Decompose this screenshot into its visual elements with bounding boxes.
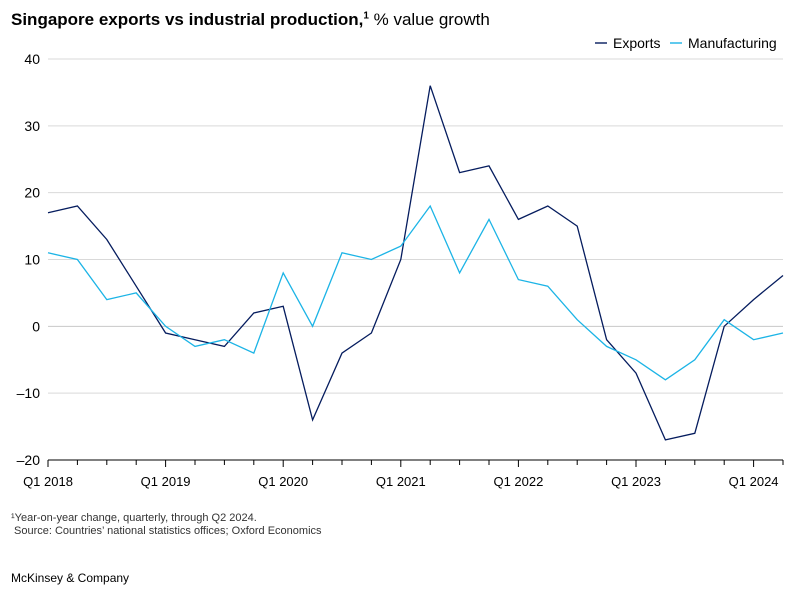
series-line-manufacturing — [47, 204, 784, 381]
legend-label-exports: Exports — [613, 35, 660, 51]
chart-title-main: Singapore exports vs industrial producti… — [11, 10, 364, 29]
footnote-note: ¹Year-on-year change, quarterly, through… — [11, 512, 257, 524]
footnote-source: Source: Countries’ national statistics o… — [14, 525, 322, 537]
x-tick-label: Q1 2022 — [493, 474, 543, 489]
chart-subtitle: % value growth — [368, 10, 490, 29]
y-tick-label: 30 — [24, 118, 40, 134]
x-tick-label: Q1 2020 — [258, 474, 308, 489]
y-tick-label: –20 — [17, 452, 41, 468]
x-tick-label: Q1 2021 — [376, 474, 426, 489]
brand-name: McKinsey & Company — [11, 571, 130, 585]
y-tick-label: 0 — [32, 318, 40, 334]
y-tick-label: 40 — [24, 51, 40, 67]
legend-label-manufacturing: Manufacturing — [688, 35, 777, 51]
footnote: ¹Year-on-year change, quarterly, through… — [11, 512, 322, 538]
series-line-exports — [47, 85, 784, 441]
x-tick-label: Q1 2023 — [611, 474, 661, 489]
chart-title: Singapore exports vs industrial producti… — [11, 10, 490, 30]
y-tick-label: 10 — [24, 252, 40, 268]
x-tick-label: Q1 2024 — [729, 474, 779, 489]
y-tick-label: –10 — [17, 385, 41, 401]
x-tick-label: Q1 2019 — [141, 474, 191, 489]
line-chart: 40 30 20 10 0 –10 –20 Q1 2018 Q1 2019 Q1 2020 Q1 2… — [17, 35, 784, 489]
chart-title-footnote-mark: 1 — [363, 10, 369, 22]
y-tick-label: 20 — [24, 185, 40, 201]
x-tick-label: Q1 2018 — [23, 474, 73, 489]
